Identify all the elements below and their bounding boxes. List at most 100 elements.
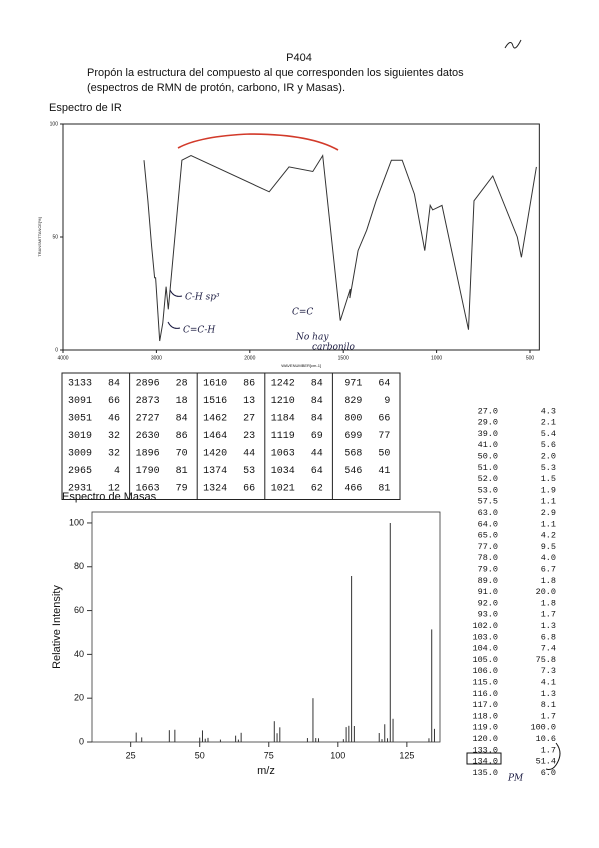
wavenumber-cell: 1242: [271, 379, 295, 390]
transmittance-cell: 4: [114, 466, 120, 477]
wavenumber-cell: 2965: [68, 466, 92, 477]
intensity-cell: 6.0: [541, 768, 556, 778]
transmittance-cell: 64: [311, 466, 323, 477]
transmittance-cell: 41: [378, 466, 390, 477]
y-tick-label: 80: [74, 561, 84, 571]
transmittance-cell: 86: [243, 379, 255, 390]
intensity-cell: 2.0: [541, 451, 556, 461]
section-heading: Espectro de IR: [49, 102, 122, 114]
mz-cell: 102.0: [472, 621, 498, 631]
y-tick-label: 20: [74, 693, 84, 703]
transmittance-cell: 84: [176, 414, 188, 425]
mz-cell: 92.0: [478, 598, 498, 608]
mz-cell: 117.0: [472, 700, 498, 710]
wavenumber-cell: 568: [344, 449, 362, 460]
transmittance-cell: 44: [243, 449, 255, 460]
transmittance-cell: 53: [243, 466, 255, 477]
ir-table: 3133 84 3091 66 3051 46 3019 32 3009 32 2965 4 2931 1…: [61, 372, 401, 500]
ir-chart: 4000 3000 2000 1500 1000 500 0 50 100 WAVENUMBER[…: [37, 121, 540, 368]
mz-cell: 39.0: [478, 429, 498, 439]
x-tick-label: 100: [330, 750, 345, 760]
intensity-cell: 7.4: [541, 644, 556, 654]
intensity-cell: 1.3: [541, 621, 556, 631]
wavenumber-cell: 3091: [68, 396, 92, 407]
y-tick-label: 50: [52, 234, 58, 240]
intensity-cell: 1.8: [541, 576, 556, 586]
intensity-cell: 1.7: [541, 610, 556, 620]
mz-cell: 53.0: [478, 485, 498, 495]
transmittance-cell: 84: [108, 379, 120, 390]
intensity-cell: 4.3: [541, 406, 556, 416]
wavenumber-cell: 1034: [271, 466, 295, 477]
wavenumber-cell: 1610: [203, 379, 227, 390]
y-tick-label: 40: [74, 649, 84, 659]
handwritten-box: [466, 752, 502, 765]
intensity-cell: 4.2: [541, 531, 556, 541]
wavenumber-cell: 1462: [203, 414, 227, 425]
transmittance-cell: 13: [243, 396, 255, 407]
transmittance-cell: 79: [176, 484, 188, 495]
x-tick-label: 1000: [431, 355, 442, 361]
mz-cell: 118.0: [472, 711, 498, 721]
intensity-cell: 51.4: [536, 757, 556, 767]
intensity-cell: 6.7: [541, 564, 556, 574]
mz-cell: 64.0: [478, 519, 498, 529]
wavenumber-cell: 466: [344, 484, 362, 495]
intensity-cell: 9.5: [541, 542, 556, 552]
intensity-cell: 1.7: [541, 745, 556, 755]
intensity-cell: 8.1: [541, 700, 556, 710]
x-tick-label: 50: [195, 750, 205, 760]
intensity-cell: 4.1: [541, 677, 556, 687]
problem-code: P404: [286, 52, 312, 64]
wavenumber-cell: 1896: [136, 449, 160, 460]
wavenumber-cell: 2896: [136, 379, 160, 390]
y-tick-label: 100: [69, 517, 84, 527]
transmittance-cell: 44: [311, 449, 323, 460]
x-tick-label: 3000: [151, 355, 162, 361]
mz-cell: 135.0: [472, 768, 498, 778]
statement-line: Propón la estructura del compuesto al qu…: [87, 67, 464, 79]
transmittance-cell: 27: [243, 414, 255, 425]
x-tick-label: 25: [126, 750, 136, 760]
wavenumber-cell: 1420: [203, 449, 227, 460]
mz-cell: 51.0: [478, 463, 498, 473]
y-axis-label: Relative Intensity: [51, 585, 63, 669]
wavenumber-cell: 1663: [136, 484, 160, 495]
wavenumber-cell: 1021: [271, 484, 295, 495]
intensity-cell: 100.0: [530, 723, 556, 733]
handwritten-bracket: [545, 742, 561, 770]
annotation: C=C-H: [183, 326, 215, 336]
transmittance-cell: 84: [311, 379, 323, 390]
intensity-cell: 1.1: [541, 497, 556, 507]
annotation: C=C: [292, 308, 313, 318]
transmittance-cell: 77: [378, 431, 390, 442]
intensity-cell: 4.0: [541, 553, 556, 563]
mz-cell: 115.0: [472, 677, 498, 687]
wavenumber-cell: 3133: [68, 379, 92, 390]
mz-cell: 104.0: [472, 644, 498, 654]
mz-cell: 93.0: [478, 610, 498, 620]
x-axis-label: m/z: [257, 765, 275, 777]
intensity-cell: 5.3: [541, 463, 556, 473]
wavenumber-cell: 1210: [271, 396, 295, 407]
transmittance-cell: 9: [384, 396, 390, 407]
wavenumber-cell: 2630: [136, 431, 160, 442]
intensity-cell: 6.8: [541, 632, 556, 642]
mz-cell: 134.0: [472, 757, 498, 767]
transmittance-cell: 66: [243, 484, 255, 495]
mass-table: 27.0 4.329.0 2.139.0 5.441.0 5.650.0 2.051.0 5…: [472, 406, 556, 778]
x-tick-label: 75: [264, 750, 274, 760]
wavenumber-cell: 800: [344, 414, 362, 425]
x-tick-label: 1500: [338, 355, 349, 361]
annotation: carbonilo: [312, 343, 355, 353]
mz-cell: 52.0: [478, 474, 498, 484]
transmittance-cell: 18: [176, 396, 188, 407]
mz-cell: 63.0: [478, 508, 498, 518]
transmittance-cell: 70: [176, 449, 188, 460]
wavenumber-cell: 2931: [68, 484, 92, 495]
spectrum-line: [143, 154, 537, 342]
mz-cell: 120.0: [472, 734, 498, 744]
transmittance-cell: 84: [311, 414, 323, 425]
annotation: No hay: [295, 333, 329, 343]
